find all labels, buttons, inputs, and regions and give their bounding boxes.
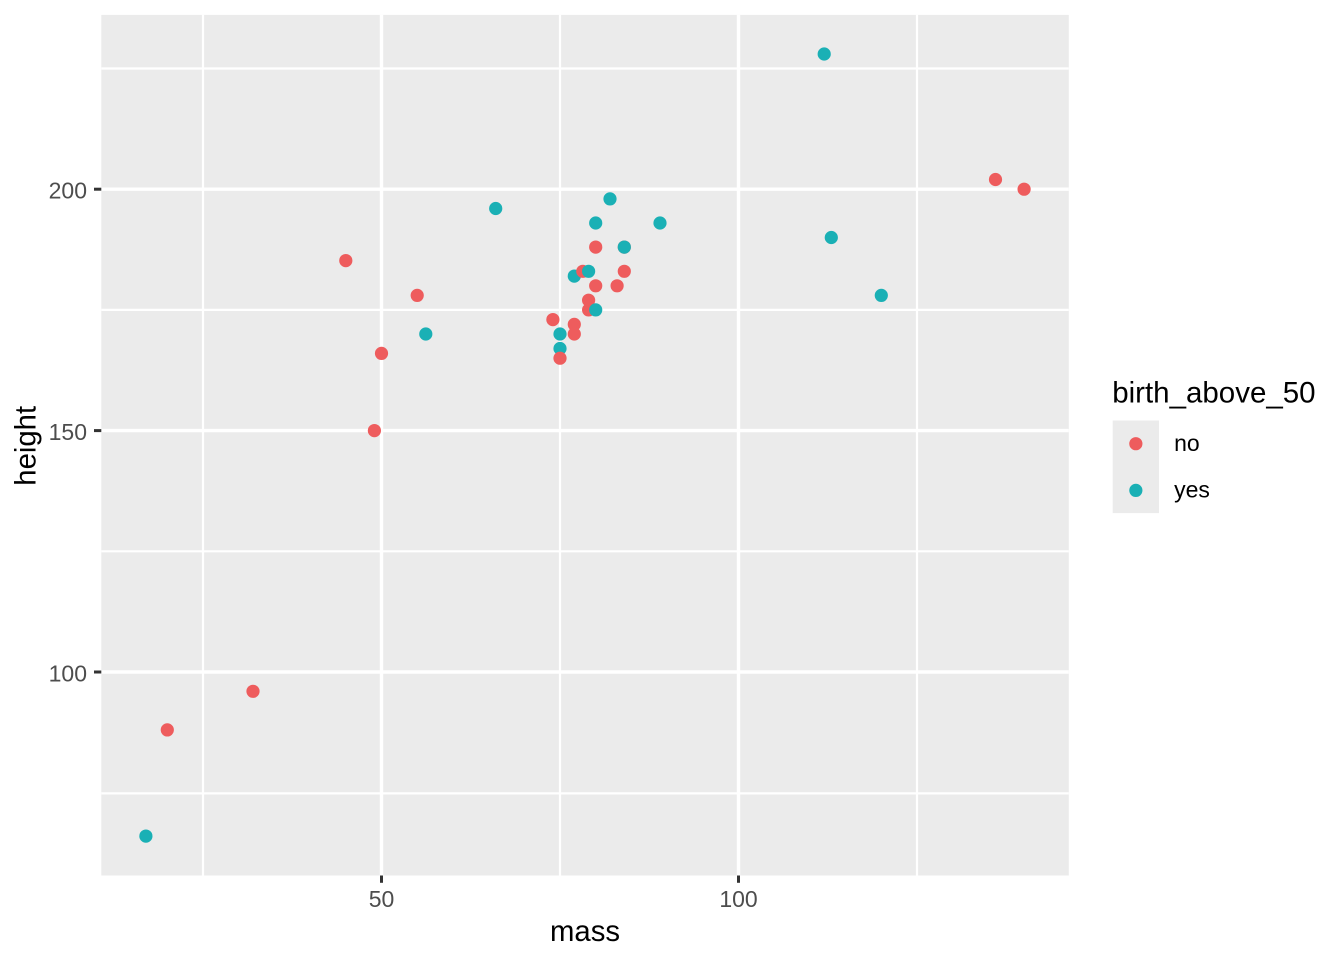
svg-text:height: height (9, 406, 42, 486)
svg-text:100: 100 (719, 886, 757, 912)
svg-text:100: 100 (49, 660, 87, 686)
svg-text:birth_above_50: birth_above_50 (1112, 377, 1315, 410)
svg-text:no: no (1174, 430, 1200, 456)
svg-text:200: 200 (49, 178, 87, 204)
svg-text:mass: mass (550, 915, 620, 948)
svg-text:150: 150 (49, 419, 87, 445)
svg-text:yes: yes (1174, 477, 1210, 503)
svg-text:50: 50 (369, 886, 395, 912)
